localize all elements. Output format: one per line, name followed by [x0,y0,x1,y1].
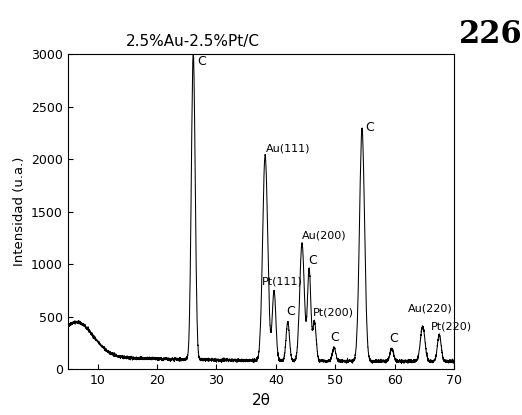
Text: C: C [365,121,374,134]
Text: Pt(200): Pt(200) [313,308,354,318]
Text: Au(200): Au(200) [302,230,347,240]
Text: 2.5%Au-2.5%Pt/C: 2.5%Au-2.5%Pt/C [126,34,260,49]
Text: C: C [389,332,398,345]
Text: C: C [197,55,206,68]
Text: Pt(220): Pt(220) [431,322,472,332]
Text: C: C [287,305,295,318]
Text: 2260: 2260 [459,19,522,50]
X-axis label: 2θ: 2θ [252,393,270,408]
Y-axis label: Intensidad (u.a.): Intensidad (u.a.) [13,157,26,266]
Text: Au(220): Au(220) [408,304,453,314]
Text: C: C [330,331,339,344]
Text: Au(111): Au(111) [266,144,311,154]
Text: C: C [308,254,317,267]
Text: Pt(111): Pt(111) [262,276,302,286]
